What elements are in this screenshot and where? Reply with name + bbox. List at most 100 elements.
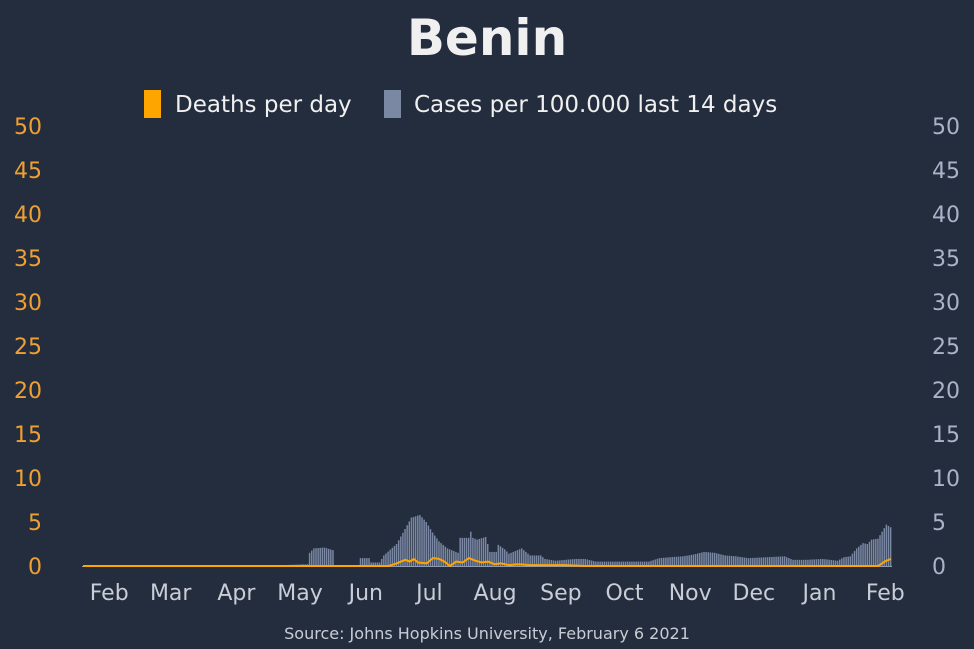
cases-bar bbox=[491, 551, 493, 566]
x-tick-label: Sep bbox=[540, 581, 581, 606]
cases-bar bbox=[535, 555, 538, 566]
cases-bar bbox=[796, 559, 799, 566]
y-right-tick-label: 45 bbox=[932, 159, 960, 184]
cases-bar bbox=[540, 555, 542, 566]
cases-bar bbox=[834, 560, 837, 566]
cases-bar bbox=[771, 556, 773, 566]
cases-bar bbox=[860, 544, 862, 566]
x-tick-label: Nov bbox=[669, 581, 712, 606]
cases-bar bbox=[470, 531, 472, 566]
cases-bar bbox=[631, 561, 633, 566]
cases-bars bbox=[82, 514, 892, 567]
cases-bar bbox=[400, 536, 402, 566]
cases-bar bbox=[726, 555, 729, 566]
cases-bar bbox=[800, 559, 803, 566]
cases-bar bbox=[472, 537, 474, 566]
cases-bar bbox=[889, 527, 892, 566]
cases-bar bbox=[648, 561, 650, 566]
cases-bar bbox=[724, 555, 726, 566]
cases-bar bbox=[516, 550, 519, 566]
cases-bar bbox=[605, 561, 608, 566]
cases-bar bbox=[607, 561, 610, 566]
cases-bar bbox=[480, 538, 483, 566]
cases-bar bbox=[673, 556, 676, 566]
cases-bar bbox=[582, 558, 584, 566]
y-left-tick-label: 25 bbox=[14, 335, 42, 360]
cases-bar bbox=[374, 562, 377, 566]
cases-bar bbox=[419, 514, 421, 566]
cases-bar bbox=[858, 546, 860, 566]
cases-bar bbox=[641, 561, 644, 566]
cases-bar bbox=[824, 559, 826, 566]
cases-bar bbox=[514, 551, 517, 566]
y-axis-left: 0 5 10 15 20 25 30 35 40 45 50 bbox=[14, 115, 42, 580]
cases-bar bbox=[599, 561, 601, 566]
cases-bar bbox=[410, 517, 413, 566]
cases-bar bbox=[658, 558, 661, 566]
cases-bar bbox=[699, 552, 701, 566]
cases-bar bbox=[730, 555, 733, 566]
cases-bar bbox=[321, 547, 324, 566]
cases-bar bbox=[735, 556, 737, 566]
cases-bar bbox=[626, 561, 629, 566]
cases-bar bbox=[866, 544, 869, 566]
cases-bar bbox=[383, 555, 385, 566]
cases-bar bbox=[773, 556, 775, 566]
y-right-tick-label: 20 bbox=[932, 379, 960, 404]
cases-bar bbox=[826, 559, 828, 566]
cases-bar bbox=[749, 557, 752, 566]
cases-bar bbox=[576, 558, 578, 566]
cases-bar bbox=[461, 537, 464, 566]
cases-bar bbox=[404, 529, 406, 566]
cases-bar bbox=[518, 549, 521, 566]
cases-bar bbox=[836, 560, 839, 566]
cases-bar bbox=[679, 556, 682, 566]
cases-bar bbox=[366, 558, 368, 566]
cases-bar bbox=[478, 538, 480, 566]
cases-bar bbox=[851, 553, 854, 566]
cases-bar bbox=[531, 555, 534, 566]
cases-bar bbox=[872, 539, 875, 566]
cases-bar bbox=[838, 559, 841, 566]
cases-bar bbox=[830, 559, 832, 566]
cases-bar bbox=[482, 537, 485, 566]
x-tick-label: Feb bbox=[90, 581, 129, 606]
x-tick-label: Jan bbox=[801, 581, 837, 606]
cases-bar bbox=[635, 561, 637, 566]
cases-bar bbox=[792, 559, 794, 566]
legend-swatch-deaths bbox=[144, 90, 161, 118]
y-right-tick-label: 40 bbox=[932, 203, 960, 228]
cases-bar bbox=[542, 557, 544, 566]
cases-bar bbox=[785, 557, 788, 566]
y-left-tick-label: 5 bbox=[28, 511, 42, 536]
y-right-tick-label: 25 bbox=[932, 335, 960, 360]
cases-bar bbox=[637, 561, 640, 566]
cases-bar bbox=[660, 557, 663, 566]
cases-bar bbox=[372, 562, 374, 566]
cases-bar bbox=[436, 538, 438, 566]
cases-bar bbox=[745, 557, 748, 566]
cases-bar bbox=[790, 558, 792, 566]
cases-bar bbox=[389, 549, 391, 566]
cases-bar bbox=[662, 557, 665, 566]
cases-bar bbox=[499, 546, 502, 566]
cases-bar bbox=[769, 557, 771, 566]
cases-bar bbox=[571, 559, 574, 566]
cases-bar bbox=[747, 558, 750, 566]
cases-bar bbox=[775, 556, 777, 566]
y-left-tick-label: 50 bbox=[14, 115, 42, 140]
legend-swatch-cases bbox=[384, 90, 401, 118]
cases-bar bbox=[722, 554, 724, 566]
cases-bar bbox=[465, 537, 468, 566]
y-left-tick-label: 0 bbox=[28, 555, 42, 580]
cases-bar bbox=[427, 525, 430, 566]
cases-bar bbox=[650, 560, 652, 566]
cases-bar bbox=[741, 557, 743, 566]
cases-bar bbox=[593, 561, 595, 566]
cases-bar bbox=[580, 558, 582, 566]
cases-bar bbox=[614, 561, 616, 566]
cases-bar bbox=[510, 552, 512, 566]
cases-bar bbox=[559, 560, 561, 566]
cases-bar bbox=[446, 548, 449, 566]
